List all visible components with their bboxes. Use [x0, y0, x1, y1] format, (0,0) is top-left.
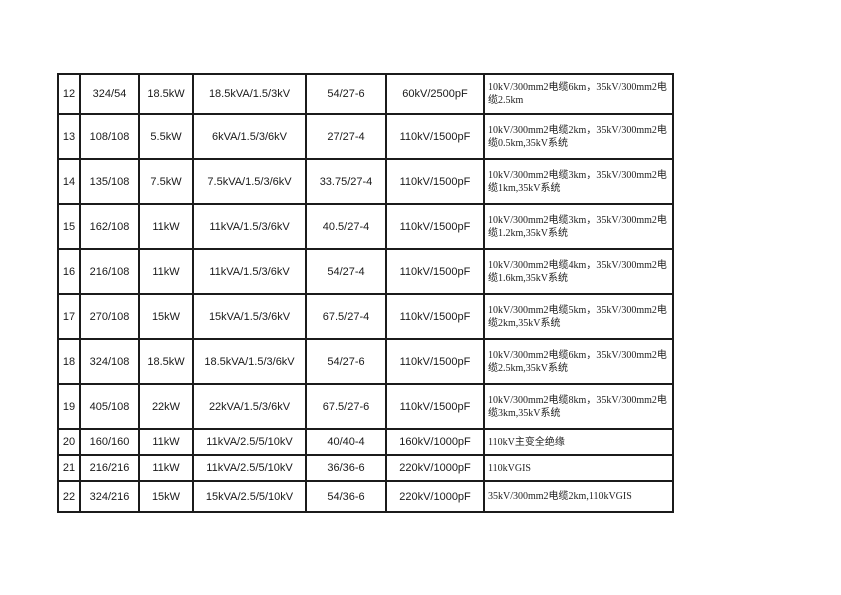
cell-row-number: 17: [57, 293, 81, 340]
cell-kva-test-voltage: 11kVA/2.5/5/10kV: [192, 454, 307, 482]
cell-power: 11kW: [138, 454, 194, 482]
cell-current-ratio: 54/27-6: [305, 73, 387, 115]
cell-row-number: 14: [57, 158, 81, 205]
cell-power: 11kW: [138, 428, 194, 456]
cell-power: 15kW: [138, 480, 194, 513]
table-row: 21 216/216 11kW 11kVA/2.5/5/10kV 36/36-6 220k…: [57, 454, 674, 482]
cell-capacity-ratio: 160/160: [79, 428, 140, 456]
cell-kva-test-voltage: 18.5kVA/1.5/3kV: [192, 73, 307, 115]
cell-config-note: 110kV主变全绝缘: [483, 428, 674, 456]
cell-config-note: 10kV/300mm2电缆5km，35kV/300mm2电缆2km,35kV系统: [483, 293, 674, 340]
spec-table: 12 324/54 18.5kW 18.5kVA/1.5/3kV 54/27-6 60kV…: [57, 73, 674, 513]
cell-power: 11kW: [138, 248, 194, 295]
cell-config-note: 10kV/300mm2电缆8km，35kV/300mm2电缆3km,35kV系统: [483, 383, 674, 430]
cell-current-ratio: 33.75/27-4: [305, 158, 387, 205]
cell-config-note: 10kV/300mm2电缆3km，35kV/300mm2电缆1km,35kV系统: [483, 158, 674, 205]
cell-config-note: 10kV/300mm2电缆3km，35kV/300mm2电缆1.2km,35kV…: [483, 203, 674, 250]
cell-current-ratio: 67.5/27-4: [305, 293, 387, 340]
cell-row-number: 19: [57, 383, 81, 430]
cell-power: 18.5kW: [138, 73, 194, 115]
cell-kva-test-voltage: 11kVA/1.5/3/6kV: [192, 248, 307, 295]
cell-capacity-ratio: 324/108: [79, 338, 140, 385]
cell-kva-test-voltage: 18.5kVA/1.5/3/6kV: [192, 338, 307, 385]
cell-capacity-ratio: 216/108: [79, 248, 140, 295]
cell-row-number: 21: [57, 454, 81, 482]
cell-row-number: 12: [57, 73, 81, 115]
cell-current-ratio: 54/27-6: [305, 338, 387, 385]
cell-voltage-capacitance: 160kV/1000pF: [385, 428, 485, 456]
cell-kva-test-voltage: 15kVA/2.5/5/10kV: [192, 480, 307, 513]
cell-voltage-capacitance: 110kV/1500pF: [385, 338, 485, 385]
table-row: 20 160/160 11kW 11kVA/2.5/5/10kV 40/40-4 160k…: [57, 428, 674, 456]
cell-kva-test-voltage: 15kVA/1.5/3/6kV: [192, 293, 307, 340]
table-row: 15 162/108 11kW 11kVA/1.5/3/6kV 40.5/27-4 110…: [57, 203, 674, 250]
table-row: 14 135/108 7.5kW 7.5kVA/1.5/3/6kV 33.75/27-4…: [57, 158, 674, 205]
spec-table-body: 12 324/54 18.5kW 18.5kVA/1.5/3kV 54/27-6 60kV…: [57, 73, 674, 513]
table-row: 22 324/216 15kW 15kVA/2.5/5/10kV 54/36-6 220k…: [57, 480, 674, 513]
cell-voltage-capacitance: 60kV/2500pF: [385, 73, 485, 115]
cell-config-note: 10kV/300mm2电缆6km，35kV/300mm2电缆2.5km: [483, 73, 674, 115]
cell-current-ratio: 27/27-4: [305, 113, 387, 160]
cell-row-number: 15: [57, 203, 81, 250]
cell-row-number: 22: [57, 480, 81, 513]
cell-current-ratio: 36/36-6: [305, 454, 387, 482]
cell-voltage-capacitance: 220kV/1000pF: [385, 454, 485, 482]
cell-config-note: 10kV/300mm2电缆2km，35kV/300mm2电缆0.5km,35kV…: [483, 113, 674, 160]
cell-capacity-ratio: 216/216: [79, 454, 140, 482]
cell-capacity-ratio: 405/108: [79, 383, 140, 430]
cell-power: 5.5kW: [138, 113, 194, 160]
table-row: 18 324/108 18.5kW 18.5kVA/1.5/3/6kV 54/27-6 1…: [57, 338, 674, 385]
cell-voltage-capacitance: 110kV/1500pF: [385, 203, 485, 250]
cell-row-number: 18: [57, 338, 81, 385]
cell-voltage-capacitance: 110kV/1500pF: [385, 383, 485, 430]
cell-voltage-capacitance: 110kV/1500pF: [385, 248, 485, 295]
cell-power: 7.5kW: [138, 158, 194, 205]
cell-config-note: 10kV/300mm2电缆4km，35kV/300mm2电缆1.6km,35kV…: [483, 248, 674, 295]
cell-kva-test-voltage: 6kVA/1.5/3/6kV: [192, 113, 307, 160]
table-row: 19 405/108 22kW 22kVA/1.5/3/6kV 67.5/27-6 110…: [57, 383, 674, 430]
cell-capacity-ratio: 135/108: [79, 158, 140, 205]
cell-capacity-ratio: 324/216: [79, 480, 140, 513]
cell-voltage-capacitance: 220kV/1000pF: [385, 480, 485, 513]
cell-voltage-capacitance: 110kV/1500pF: [385, 113, 485, 160]
cell-current-ratio: 67.5/27-6: [305, 383, 387, 430]
table-row: 13 108/108 5.5kW 6kVA/1.5/3/6kV 27/27-4 110kV…: [57, 113, 674, 160]
cell-row-number: 16: [57, 248, 81, 295]
cell-kva-test-voltage: 11kVA/2.5/5/10kV: [192, 428, 307, 456]
cell-capacity-ratio: 108/108: [79, 113, 140, 160]
cell-row-number: 20: [57, 428, 81, 456]
cell-voltage-capacitance: 110kV/1500pF: [385, 293, 485, 340]
table-row: 12 324/54 18.5kW 18.5kVA/1.5/3kV 54/27-6 60kV…: [57, 73, 674, 115]
cell-row-number: 13: [57, 113, 81, 160]
cell-capacity-ratio: 324/54: [79, 73, 140, 115]
cell-config-note: 35kV/300mm2电缆2km,110kVGIS: [483, 480, 674, 513]
cell-power: 11kW: [138, 203, 194, 250]
cell-current-ratio: 54/36-6: [305, 480, 387, 513]
cell-kva-test-voltage: 22kVA/1.5/3/6kV: [192, 383, 307, 430]
cell-power: 15kW: [138, 293, 194, 340]
table-row: 17 270/108 15kW 15kVA/1.5/3/6kV 67.5/27-4 110…: [57, 293, 674, 340]
table-row: 16 216/108 11kW 11kVA/1.5/3/6kV 54/27-4 110kV…: [57, 248, 674, 295]
cell-power: 22kW: [138, 383, 194, 430]
cell-capacity-ratio: 270/108: [79, 293, 140, 340]
cell-power: 18.5kW: [138, 338, 194, 385]
cell-capacity-ratio: 162/108: [79, 203, 140, 250]
cell-current-ratio: 54/27-4: [305, 248, 387, 295]
cell-config-note: 10kV/300mm2电缆6km，35kV/300mm2电缆2.5km,35kV…: [483, 338, 674, 385]
cell-kva-test-voltage: 7.5kVA/1.5/3/6kV: [192, 158, 307, 205]
cell-config-note: 110kVGIS: [483, 454, 674, 482]
cell-current-ratio: 40.5/27-4: [305, 203, 387, 250]
cell-kva-test-voltage: 11kVA/1.5/3/6kV: [192, 203, 307, 250]
cell-current-ratio: 40/40-4: [305, 428, 387, 456]
cell-voltage-capacitance: 110kV/1500pF: [385, 158, 485, 205]
